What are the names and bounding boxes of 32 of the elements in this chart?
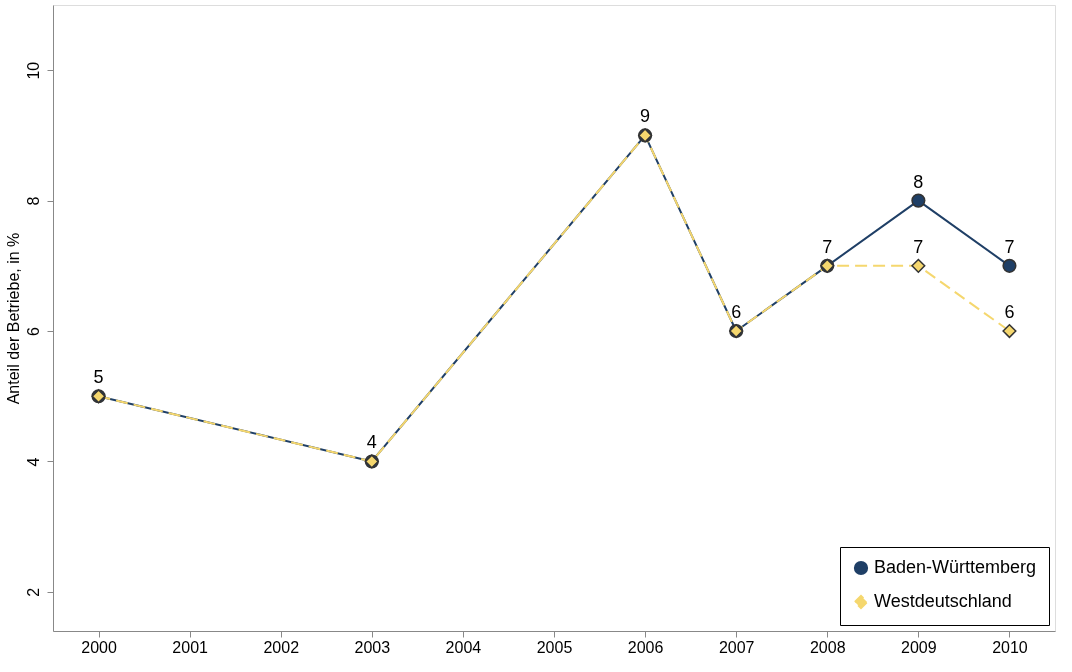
data-label: 7 <box>913 236 924 257</box>
data-label: 9 <box>640 106 651 127</box>
data-label: 7 <box>822 236 833 257</box>
y-tick-label: 10 <box>24 61 42 80</box>
point <box>911 193 926 208</box>
y-axis-title: Anteil der Betriebe, in % <box>4 232 22 405</box>
x-tick-label: 2007 <box>718 638 755 656</box>
data-label: 8 <box>913 171 924 192</box>
x-tick-label: 2000 <box>81 638 117 656</box>
x-tick-label: 2003 <box>354 638 391 656</box>
legend-label: Baden-Württemberg <box>874 557 1037 577</box>
data-label: 6 <box>1004 302 1015 323</box>
data-label: 5 <box>93 367 104 388</box>
data-label: 4 <box>366 432 377 453</box>
data-label: 6 <box>731 302 742 323</box>
y-tick-label: 2 <box>24 587 42 597</box>
y-tick-label: 8 <box>24 196 42 206</box>
x-tick-label: 2010 <box>992 638 1028 656</box>
point <box>911 258 926 273</box>
x-tick-label: 2009 <box>901 638 937 656</box>
data-label: 7 <box>1004 236 1015 257</box>
x-tick-label: 2002 <box>263 638 300 656</box>
point <box>1002 258 1017 273</box>
y-tick-label: 4 <box>24 457 42 467</box>
x-tick-label: 2005 <box>536 638 573 656</box>
point <box>1002 323 1017 339</box>
x-tick-label: 2006 <box>627 638 664 656</box>
x-tick-label: 2008 <box>809 638 846 656</box>
x-tick-label: 2004 <box>445 638 482 656</box>
y-tick-label: 6 <box>24 326 42 336</box>
legend-label: Westdeutschland <box>874 591 1012 611</box>
x-tick-label: 2001 <box>172 638 209 656</box>
